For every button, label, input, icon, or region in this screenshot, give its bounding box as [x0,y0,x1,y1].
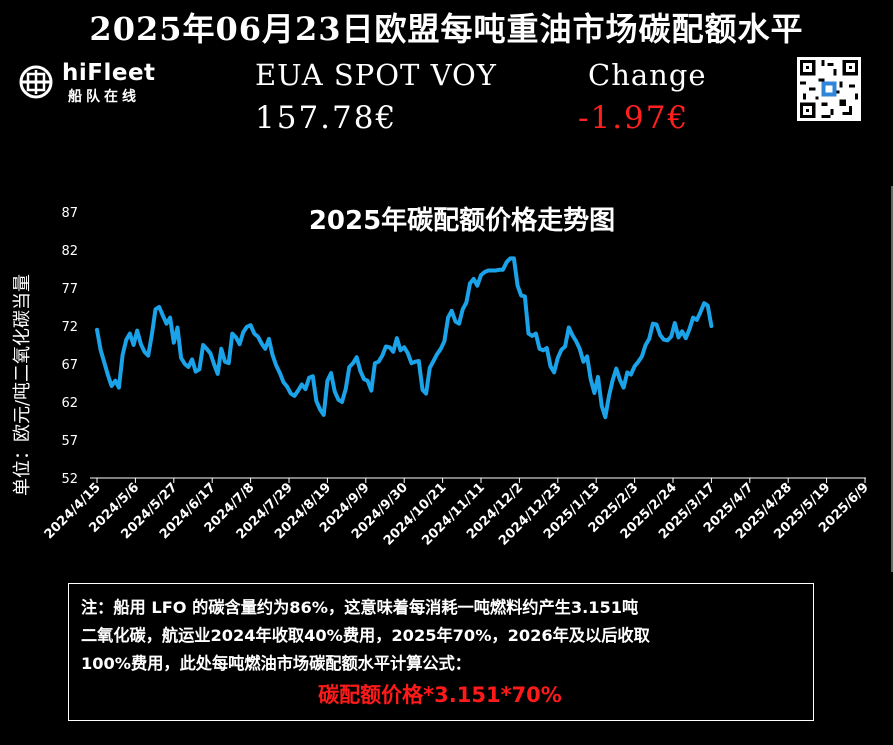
logo-name: hiFleet [62,60,156,86]
price-chart: 2025年碳配额价格走势图 单位：欧元/吨二氧化碳当量 87 82 77 72 67 62… [12,205,872,549]
y-tick-label: 82 [61,244,78,259]
x-axis-ticks: 2024/4/152024/5/62024/5/272024/6/172024/… [42,478,872,549]
note-formula: 碳配额价格*3.151*70% [318,683,562,707]
y-tick-label: 62 [61,396,78,411]
qr-code-icon [797,57,861,121]
hifleet-globe-icon [19,65,53,99]
y-tick-label: 57 [61,434,78,449]
change-value: -1.97€ [578,100,690,136]
change-label: Change [588,58,707,92]
note-box: 注：船用 LFO 的碳含量约为86%，这意味着每消耗一吨燃料约产生3.151吨 … [68,583,814,721]
y-axis-label: 单位：欧元/吨二氧化碳当量 [12,274,33,496]
logo-subtitle: 船队在线 [68,89,140,105]
y-tick-label: 52 [61,472,78,487]
y-tick-label: 67 [61,358,78,373]
note-line-2: 二氧化碳，航运业2024年收取40%费用，2025年70%，2026年及以后收取 [81,626,650,645]
page-title: 2025年06月23日欧盟每吨重油市场碳配额水平 [89,10,804,48]
note-line-1: 注：船用 LFO 的碳含量约为86%，这意味着每消耗一吨燃料约产生3.151吨 [81,598,639,617]
series-line [95,256,714,420]
y-axis-ticks: 87 82 77 72 67 62 57 52 [61,206,78,487]
eua-price: 157.78€ [255,100,398,136]
note-line-3: 100%费用，此处每吨燃油市场碳配额水平计算公式： [81,654,471,673]
y-tick-label: 72 [61,320,78,335]
brand-logo: hiFleet 船队在线 [18,60,168,105]
chart-edge-line [891,186,893,572]
y-tick-label: 87 [61,206,78,221]
chart-title: 2025年碳配额价格走势图 [309,205,615,236]
eua-label: EUA SPOT VOY [255,58,497,92]
y-tick-label: 77 [61,282,78,297]
